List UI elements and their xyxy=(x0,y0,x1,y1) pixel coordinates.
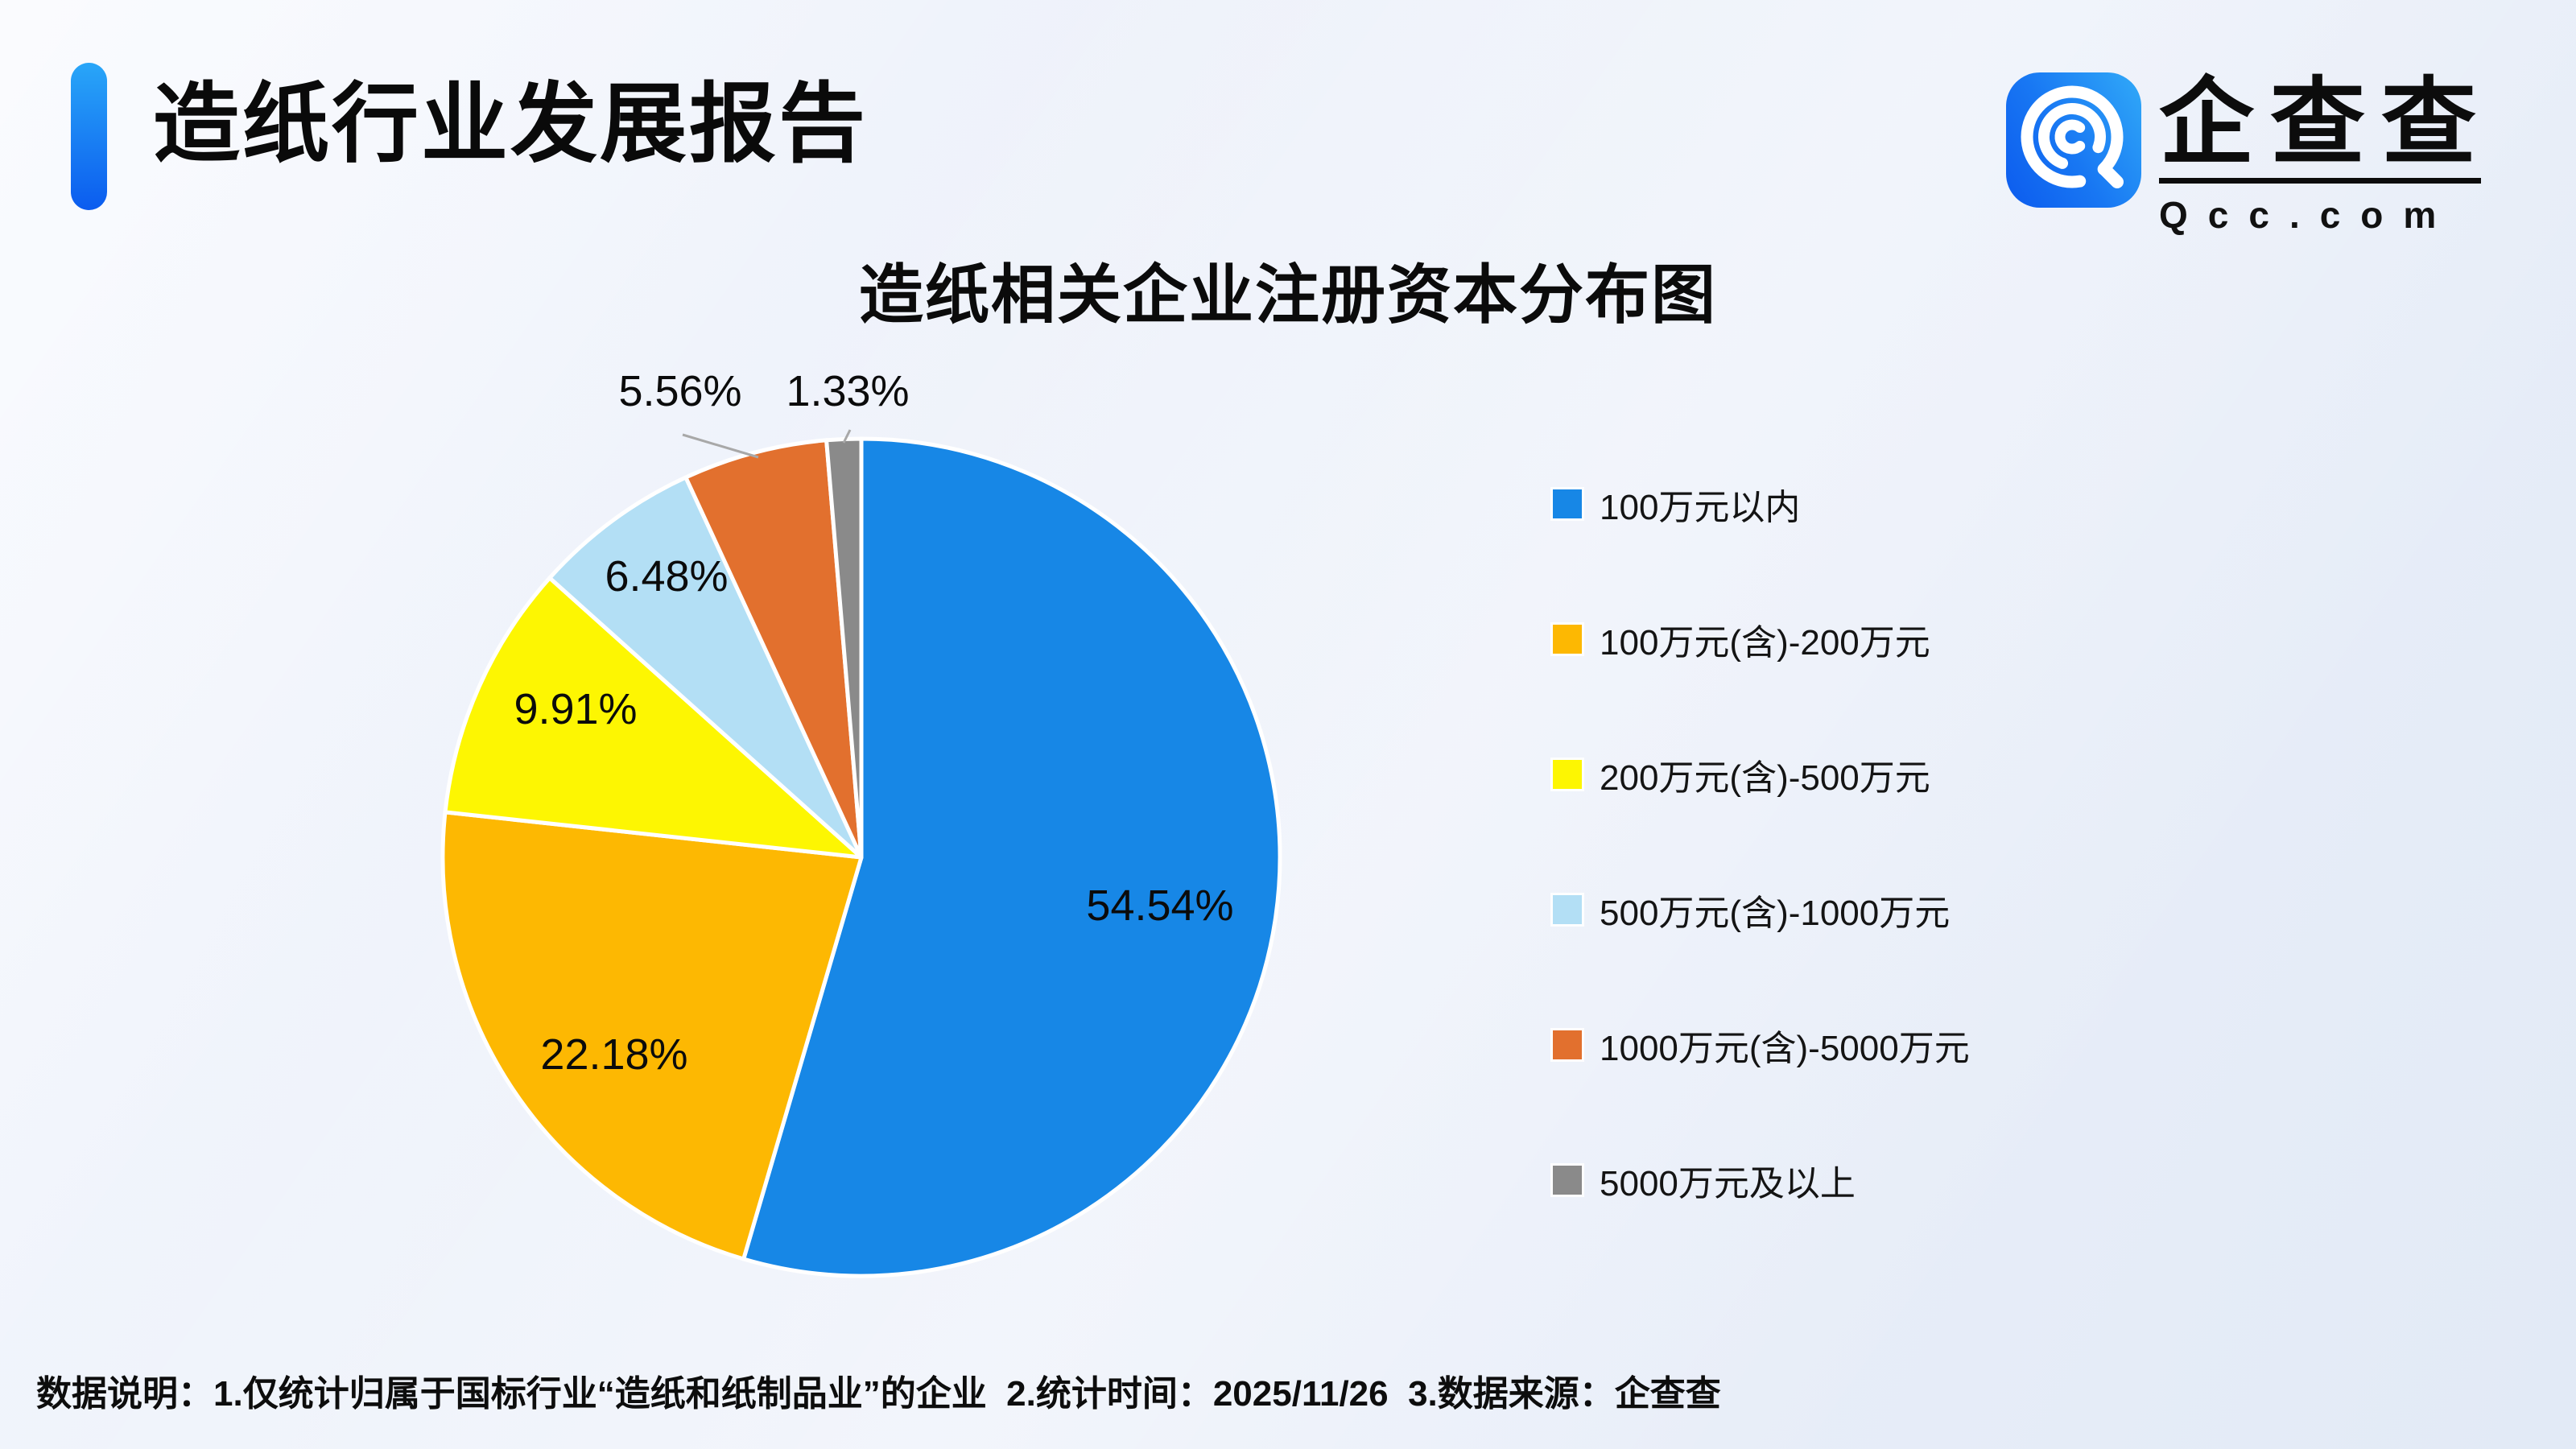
pie-slice-4 xyxy=(683,438,864,860)
legend-item: 100万元以内 xyxy=(1553,486,1970,527)
chart-title: 造纸相关企业注册资本分布图 xyxy=(859,259,1717,331)
legend-item: 500万元(含)-1000万元 xyxy=(1553,892,1970,933)
legend-label: 1000万元(含)-5000万元 xyxy=(1600,1029,1970,1068)
legend-swatch xyxy=(1553,1166,1582,1195)
pie-percent-label-4: 5.56% xyxy=(618,367,741,415)
pie-slice-1 xyxy=(440,810,864,1261)
legend-item: 200万元(含)-500万元 xyxy=(1553,757,1970,798)
legend-swatch xyxy=(1553,489,1582,518)
logo-text-block: 企查查 Qcc.com xyxy=(2159,72,2483,237)
title-accent-bar xyxy=(71,63,107,210)
footer-note: 数据说明：1.仅统计归属于国标行业“造纸和纸制品业”的企业 2.统计时间：202… xyxy=(36,1374,1721,1414)
legend-label: 100万元(含)-200万元 xyxy=(1600,623,1930,663)
legend-item: 1000万元(含)-5000万元 xyxy=(1553,1027,1970,1068)
pie-percent-label-1: 22.18% xyxy=(540,1030,687,1079)
legend: 100万元以内 100万元(含)-200万元 200万元(含)-500万元 50… xyxy=(1553,486,1970,1203)
qcc-logo: 企查查 Qcc.com xyxy=(2006,72,2483,237)
pie-slice-0 xyxy=(741,436,1282,1278)
pie-slice-5 xyxy=(824,436,864,860)
legend-label: 5000万元及以上 xyxy=(1600,1164,1856,1203)
pie-percent-label-5: 1.33% xyxy=(786,367,909,415)
legend-item: 5000万元及以上 xyxy=(1553,1162,1970,1203)
pie-label-leader-line xyxy=(682,433,759,459)
logo-underline xyxy=(2159,178,2481,184)
legend-label: 100万元以内 xyxy=(1600,488,1801,527)
pie-slice-3 xyxy=(547,475,864,860)
pie-percent-label-3: 6.48% xyxy=(605,552,728,601)
pie-percent-label-2: 9.91% xyxy=(514,685,637,733)
page-title: 造纸行业发展报告 xyxy=(153,75,869,172)
qcc-magnifier-icon xyxy=(2006,72,2141,208)
logo-domain: Qcc.com xyxy=(2159,194,2457,237)
legend-swatch xyxy=(1553,1030,1582,1059)
legend-swatch xyxy=(1553,760,1582,789)
legend-item: 100万元(含)-200万元 xyxy=(1553,621,1970,663)
legend-label: 200万元(含)-500万元 xyxy=(1600,758,1930,798)
legend-label: 500万元(含)-1000万元 xyxy=(1600,894,1951,933)
pie-slice-2 xyxy=(443,576,864,860)
logo-company-name: 企查查 xyxy=(2159,70,2493,176)
pie-label-leader-line xyxy=(842,429,852,444)
legend-swatch xyxy=(1553,625,1582,654)
pie-percent-label-0: 54.54% xyxy=(1086,881,1233,930)
legend-swatch xyxy=(1553,895,1582,924)
